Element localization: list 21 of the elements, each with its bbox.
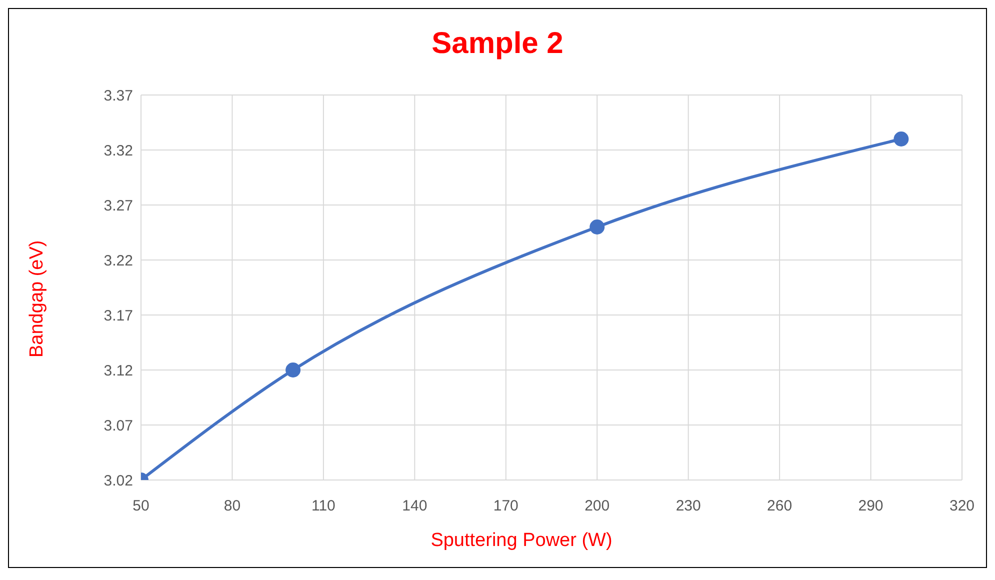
x-tick-label: 290 — [858, 498, 884, 515]
x-tick-label: 170 — [493, 498, 518, 515]
chart-title: Sample 2 — [430, 26, 564, 62]
y-tick-label: 3.12 — [104, 362, 133, 380]
y-tick-label: 3.32 — [104, 142, 133, 160]
y-tick-label: 3.22 — [104, 252, 133, 270]
x-axis-title: Sputtering Power (W) — [430, 530, 614, 552]
y-axis-title: Bandgap (eV) — [26, 240, 48, 358]
x-tick-label: 320 — [949, 498, 975, 515]
y-tick-label: 3.27 — [104, 197, 133, 214]
x-tick-label: 110 — [311, 498, 336, 515]
x-tick-label: 260 — [767, 498, 792, 515]
x-tick-label: 140 — [402, 498, 428, 515]
y-tick-label: 3.07 — [104, 417, 133, 434]
y-tick-label: 3.02 — [104, 472, 133, 490]
y-tick-label: 3.17 — [104, 307, 133, 324]
x-tick-label: 230 — [676, 498, 701, 515]
x-tick-label: 50 — [132, 498, 150, 515]
y-tick-label: 3.37 — [104, 87, 133, 104]
x-tick-label: 80 — [224, 498, 241, 515]
x-tick-label: 200 — [584, 498, 610, 515]
